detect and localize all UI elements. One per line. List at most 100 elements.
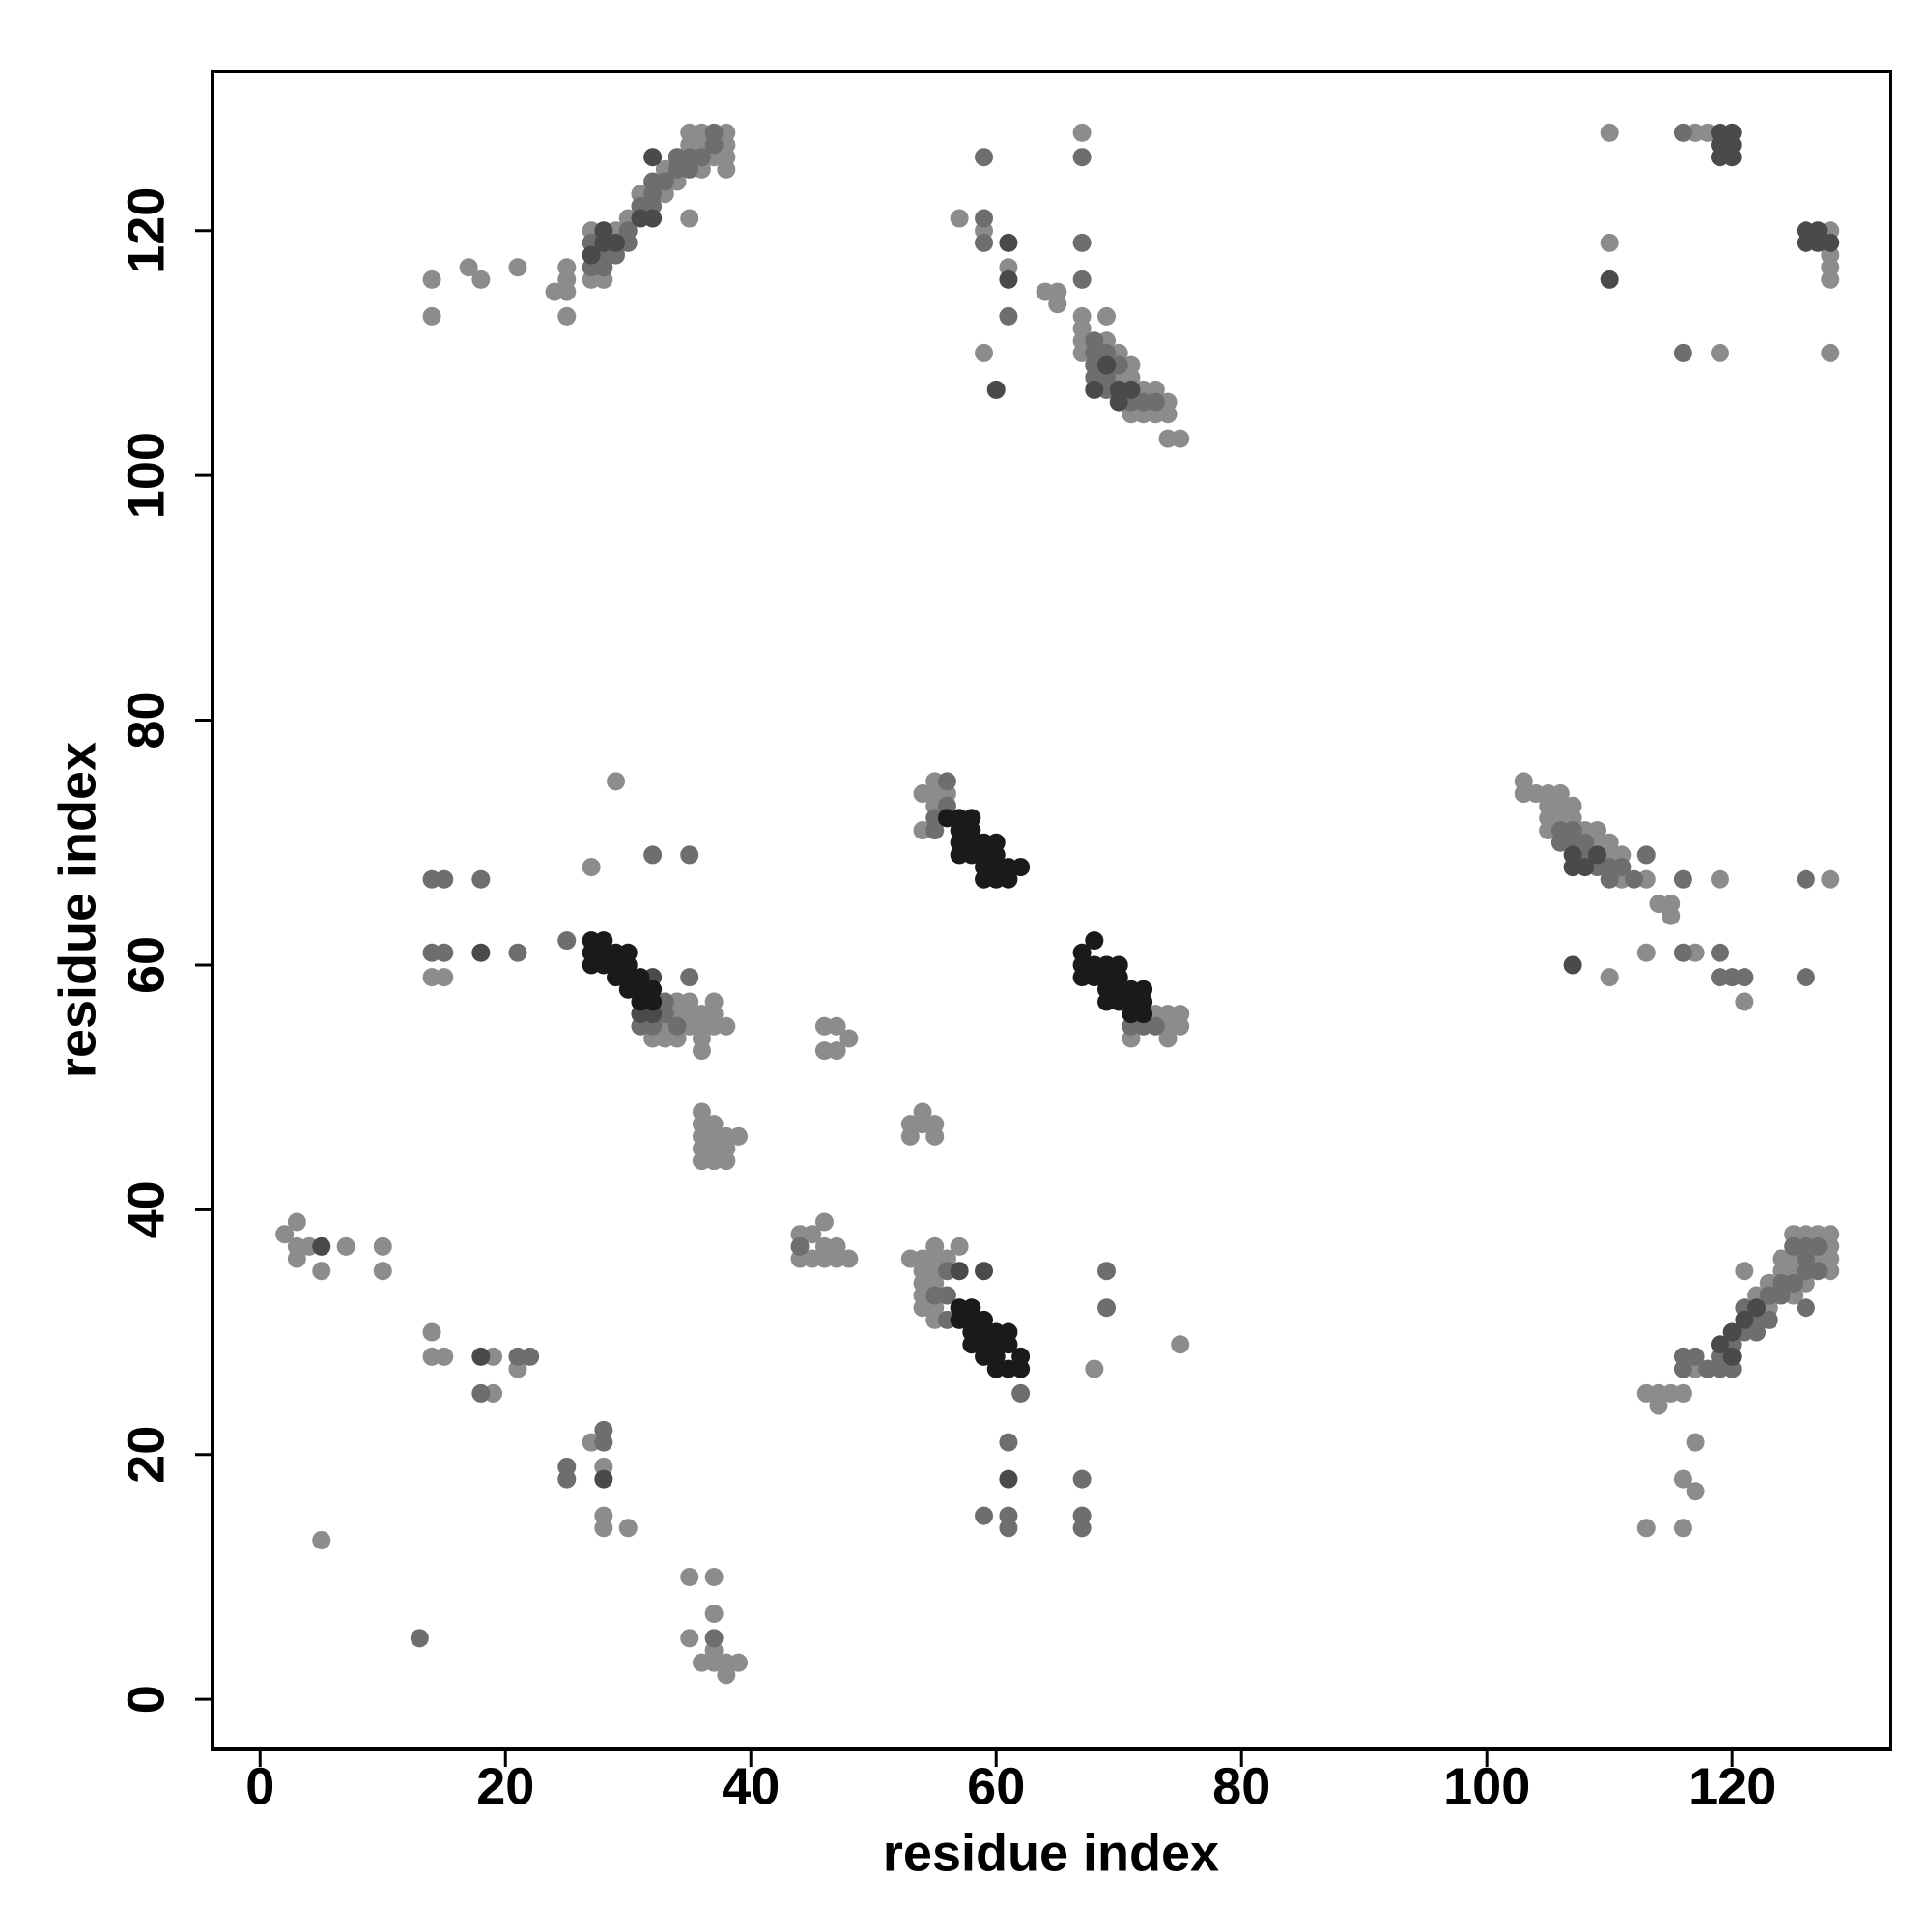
- contact-point: [1563, 821, 1582, 840]
- y-tick-label: 0: [117, 1685, 175, 1714]
- contact-point: [1796, 968, 1815, 987]
- contact-point: [717, 159, 736, 179]
- x-tick-label: 60: [967, 1757, 1025, 1815]
- contact-point: [1097, 1262, 1117, 1281]
- contact-point: [1122, 380, 1141, 399]
- contact-point: [729, 1653, 749, 1672]
- contact-point: [925, 1286, 945, 1305]
- y-tick-label: 20: [117, 1426, 175, 1484]
- contact-point: [950, 1236, 969, 1256]
- contact-point: [1636, 845, 1656, 865]
- contact-point: [1784, 1273, 1804, 1293]
- contact-point: [827, 1016, 846, 1036]
- contact-point: [1085, 931, 1104, 951]
- contact-point: [975, 148, 994, 167]
- contact-point: [1747, 1322, 1767, 1342]
- contact-point: [1011, 1383, 1031, 1403]
- contact-point: [582, 245, 601, 265]
- contact-point: [839, 1249, 859, 1268]
- contact-point: [643, 148, 663, 167]
- plot-frame: [211, 70, 1892, 1751]
- contact-point: [1600, 123, 1619, 142]
- contact-point: [717, 1016, 736, 1036]
- contact-point: [1072, 123, 1092, 142]
- contact-point: [704, 1604, 724, 1623]
- contact-point: [1796, 869, 1815, 889]
- contact-point: [471, 270, 491, 289]
- contact-point: [1563, 955, 1582, 975]
- contact-point: [790, 1236, 810, 1256]
- contact-point: [704, 1629, 724, 1648]
- contact-point: [373, 1262, 392, 1281]
- contact-point: [692, 1041, 711, 1061]
- x-tick-label: 40: [722, 1757, 780, 1815]
- contact-point: [1821, 869, 1840, 889]
- contact-point: [607, 772, 626, 791]
- contact-point: [937, 772, 956, 791]
- contact-point: [471, 869, 491, 889]
- contact-point: [1662, 906, 1681, 925]
- contact-point: [975, 343, 994, 362]
- contact-point: [1576, 833, 1595, 852]
- contact-point: [1673, 123, 1692, 142]
- contact-point: [999, 1335, 1018, 1354]
- y-tick-label: 120: [117, 187, 175, 274]
- contact-point: [1072, 1469, 1092, 1489]
- contact-point: [839, 1029, 859, 1048]
- contact-point: [1085, 380, 1104, 399]
- contact-point: [435, 943, 454, 962]
- contact-point: [717, 1665, 736, 1685]
- contact-point: [717, 1151, 736, 1171]
- contact-point: [435, 968, 454, 987]
- contact-point: [643, 845, 663, 865]
- contact-point: [1072, 270, 1092, 289]
- contact-point: [950, 209, 969, 228]
- contact-point: [1625, 869, 1644, 889]
- contact-point: [1686, 1482, 1705, 1501]
- contact-point: [692, 148, 711, 167]
- contact-point: [1808, 1236, 1828, 1256]
- contact-point: [950, 1262, 969, 1281]
- x-axis-label: residue index: [883, 1824, 1219, 1882]
- contact-point: [1673, 1519, 1692, 1538]
- contact-point: [975, 1262, 994, 1281]
- contact-point: [373, 1236, 392, 1256]
- contact-point: [1600, 869, 1619, 889]
- contact-point: [643, 992, 663, 1011]
- contact-point: [1722, 1347, 1742, 1366]
- x-tick-label: 80: [1212, 1757, 1270, 1815]
- contact-point: [1048, 295, 1067, 314]
- contact-point: [1673, 343, 1692, 362]
- contact-point: [803, 1225, 822, 1244]
- contact-point: [336, 1236, 355, 1256]
- contact-point: [1673, 1359, 1692, 1378]
- contact-point: [704, 135, 724, 155]
- contact-point: [1710, 943, 1729, 962]
- contact-point: [680, 1629, 699, 1648]
- y-tick-label: 40: [117, 1180, 175, 1238]
- contact-point: [1722, 148, 1742, 167]
- contact-point: [999, 233, 1018, 252]
- contact-point: [1796, 1298, 1815, 1318]
- contact-point: [422, 306, 441, 326]
- contact-point: [999, 1433, 1018, 1452]
- contact-point: [1686, 1347, 1705, 1366]
- contact-point: [680, 159, 699, 179]
- contact-point: [1097, 1298, 1117, 1318]
- contact-point: [471, 1347, 491, 1366]
- contact-point: [1146, 392, 1165, 412]
- contact-point: [1772, 1286, 1791, 1305]
- contact-point: [925, 821, 945, 840]
- contact-point: [582, 858, 601, 877]
- plot-area: [275, 123, 1840, 1685]
- contact-point: [986, 380, 1006, 399]
- contact-point: [1673, 943, 1692, 962]
- contact-point: [1686, 1433, 1705, 1452]
- contact-point: [1710, 869, 1729, 889]
- contact-point: [459, 258, 478, 277]
- contact-point: [1158, 405, 1178, 424]
- x-tick-label: 120: [1689, 1757, 1776, 1815]
- contact-point: [1171, 1016, 1190, 1036]
- contact-point: [1563, 858, 1582, 877]
